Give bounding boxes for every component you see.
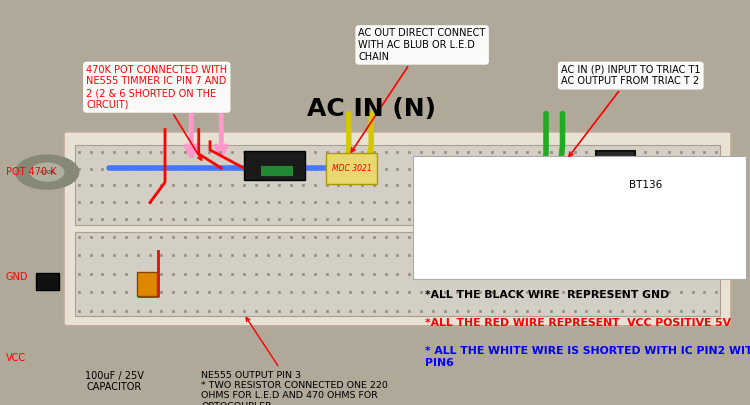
Text: VCC: VCC [6, 354, 26, 363]
Text: AC IN (P) INPUT TO TRIAC T1
AC OUTPUT FROM TRIAC T 2: AC IN (P) INPUT TO TRIAC T1 AC OUTPUT FR… [561, 65, 700, 156]
Text: 470K POT CONNECTED WITH
NE555 TIMMER IC PIN 7 AND
2 (2 & 6 SHORTED ON THE
CIRCUI: 470K POT CONNECTED WITH NE555 TIMMER IC … [86, 65, 227, 160]
Bar [36, 273, 58, 290]
Bar [75, 232, 720, 316]
Text: 100uF / 25V
CAPACITOR: 100uF / 25V CAPACITOR [85, 371, 143, 392]
Text: AC OUT DIRECT CONNECT
WITH AC BLUB OR L.E.D
CHAIN: AC OUT DIRECT CONNECT WITH AC BLUB OR L.… [351, 28, 486, 152]
Bar [137, 272, 157, 296]
Text: *ALL THE BLACK WIRE  REPRESENT GND: *ALL THE BLACK WIRE REPRESENT GND [425, 290, 670, 300]
Bar [326, 153, 377, 184]
Bar [244, 151, 305, 180]
Bar [596, 151, 635, 178]
Circle shape [31, 163, 64, 181]
Text: BT136: BT136 [628, 180, 662, 190]
Bar [75, 145, 720, 225]
Circle shape [16, 155, 79, 189]
Text: GND: GND [6, 273, 28, 282]
FancyBboxPatch shape [413, 156, 746, 279]
FancyBboxPatch shape [64, 132, 731, 326]
Text: * ALL THE WHITE WIRE IS SHORTED WITH IC PIN2 WITH IC
PIN6: * ALL THE WHITE WIRE IS SHORTED WITH IC … [425, 346, 750, 368]
Text: *ALL THE RED WIRE REPRESENT  VCC POSITIVE 5V: *ALL THE RED WIRE REPRESENT VCC POSITIVE… [425, 318, 731, 328]
Text: MDC 3021: MDC 3021 [332, 164, 372, 173]
Text: POT 470 K: POT 470 K [6, 167, 57, 177]
Text: AC IN (N): AC IN (N) [307, 97, 436, 122]
Text: NE555 OUTPUT PIN 3
* TWO RESISTOR CONNECTED ONE 220
OHMS FOR L.E.D AND 470 OHMS : NE555 OUTPUT PIN 3 * TWO RESISTOR CONNEC… [201, 318, 388, 405]
Text: 470K: 470K [39, 170, 56, 175]
